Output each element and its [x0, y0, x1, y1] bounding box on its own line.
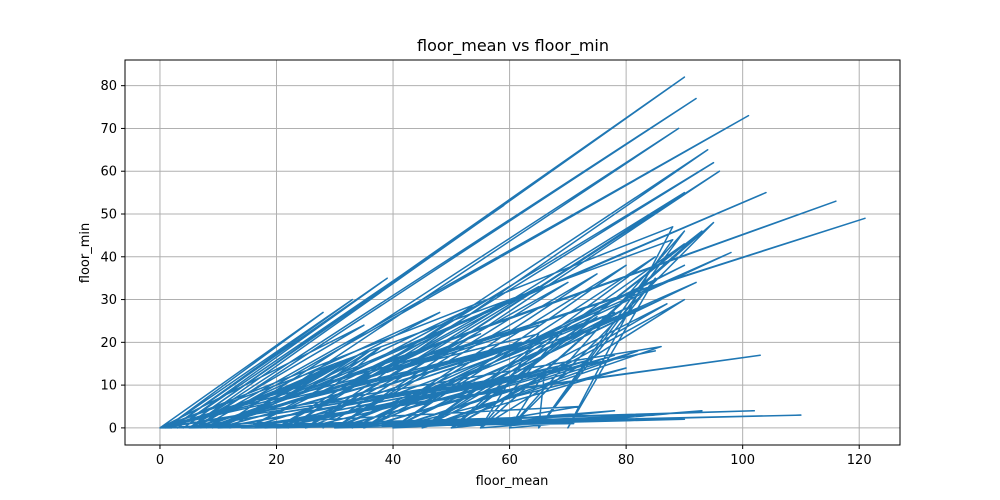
- x-axis-ticks: 0 20 40 60 80 100 120: [156, 445, 872, 468]
- plot-frame: [124, 59, 901, 446]
- y-axis-ticks: 0 10 20 30 40 50 60 70 80: [100, 79, 125, 436]
- x-tick-label: 100: [730, 453, 755, 468]
- series-line: [159, 76, 866, 429]
- x-tick-label: 120: [847, 453, 872, 468]
- x-tick-label: 40: [385, 453, 402, 468]
- x-tick-label: 0: [156, 453, 164, 468]
- y-tick-label: 40: [100, 250, 117, 265]
- x-tick-label: 60: [501, 453, 518, 468]
- y-tick-label: 50: [100, 208, 117, 223]
- y-tick-label: 30: [100, 293, 117, 308]
- plot-area: [159, 76, 866, 429]
- y-tick-label: 60: [100, 165, 117, 180]
- x-tick-label: 20: [268, 453, 285, 468]
- y-tick-label: 20: [100, 336, 117, 351]
- y-axis-label: floor_min: [78, 223, 93, 283]
- chart-title: floor_mean vs floor_min: [417, 36, 609, 56]
- y-tick-label: 0: [109, 421, 117, 436]
- x-axis-label: floor_mean: [476, 474, 549, 489]
- x-tick-label: 80: [618, 453, 635, 468]
- y-tick-label: 10: [100, 379, 117, 394]
- y-tick-label: 70: [100, 122, 117, 137]
- y-tick-label: 80: [100, 79, 117, 94]
